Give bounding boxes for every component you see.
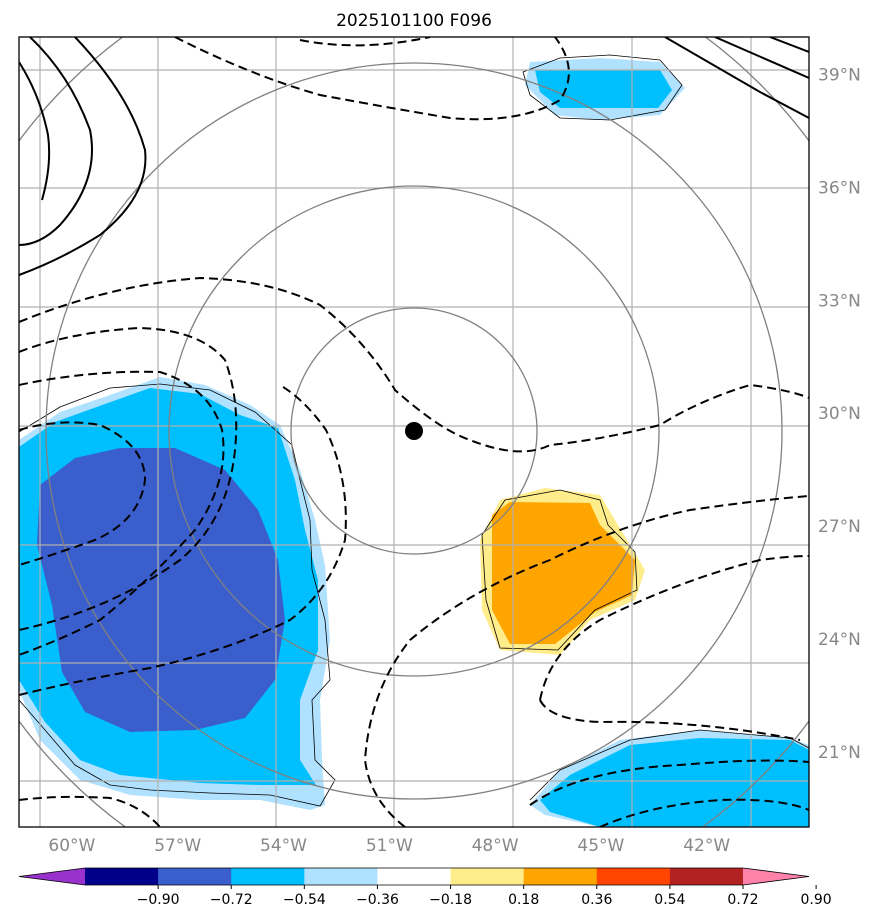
- lat-tick-label: 33°N: [818, 291, 861, 311]
- colorbar-tick-label: −0.36: [356, 892, 399, 908]
- latitude-labels: 39°N 36°N 33°N 30°N 27°N 24°N 21°N: [818, 66, 861, 763]
- colorbar-extend-high: [743, 868, 809, 885]
- lon-tick-label: 48°W: [472, 836, 519, 856]
- longitude-labels: 60°W 57°W 54°W 51°W 48°W 45°W 42°W: [48, 836, 730, 856]
- colorbar-tick-label: 0.90: [801, 892, 832, 908]
- colorbar-segment: [231, 868, 305, 885]
- lat-tick-label: 30°N: [818, 404, 861, 424]
- solid-contours: [19, 37, 809, 276]
- lat-tick-label: 39°N: [818, 66, 861, 86]
- lat-tick-label: 27°N: [818, 517, 861, 537]
- gridlines: [19, 37, 809, 827]
- negative-region-core: [37, 448, 285, 732]
- colorbar-tick-label: −0.54: [283, 892, 326, 908]
- colorbar-tick-label: −0.90: [137, 892, 180, 908]
- figure-title: 2025101100 F096: [336, 11, 492, 31]
- lon-tick-label: 42°W: [683, 836, 730, 856]
- colorbar-tick-label: −0.18: [429, 892, 472, 908]
- colorbar: −0.90 −0.72 −0.54 −0.36 −0.18 0.18 0.36 0.54 0.7…: [18, 867, 832, 908]
- lon-tick-label: 45°W: [577, 836, 624, 856]
- colorbar-segment: [450, 868, 525, 885]
- lat-tick-label: 36°N: [818, 179, 861, 199]
- lon-tick-label: 54°W: [260, 836, 307, 856]
- colorbar-segment: [85, 868, 159, 885]
- dashed-contours: [19, 37, 809, 827]
- lon-tick-label: 51°W: [366, 836, 413, 856]
- lon-tick-label: 57°W: [154, 836, 201, 856]
- colorbar-extend-low: [19, 868, 85, 885]
- colorbar-tick-label: 0.72: [727, 892, 758, 908]
- colorbar-tick-label: 0.36: [581, 892, 612, 908]
- storm-center-marker: [405, 422, 423, 440]
- colorbar-segment: [158, 868, 232, 885]
- colorbar-tick-label: −0.72: [210, 892, 253, 908]
- colorbar-segment: [377, 868, 452, 885]
- colorbar-tick-label: 0.54: [654, 892, 685, 908]
- lat-tick-label: 21°N: [818, 743, 861, 763]
- colorbar-segment: [304, 868, 379, 885]
- colorbar-segment: [596, 868, 671, 885]
- colorbar-outline: [18, 867, 810, 886]
- colorbar-tick-label: 0.18: [508, 892, 539, 908]
- map-frame: [18, 36, 810, 828]
- lon-tick-label: 60°W: [48, 836, 95, 856]
- lat-tick-label: 24°N: [818, 630, 861, 650]
- colorbar-segment: [669, 868, 744, 885]
- colorbar-segment: [523, 868, 598, 885]
